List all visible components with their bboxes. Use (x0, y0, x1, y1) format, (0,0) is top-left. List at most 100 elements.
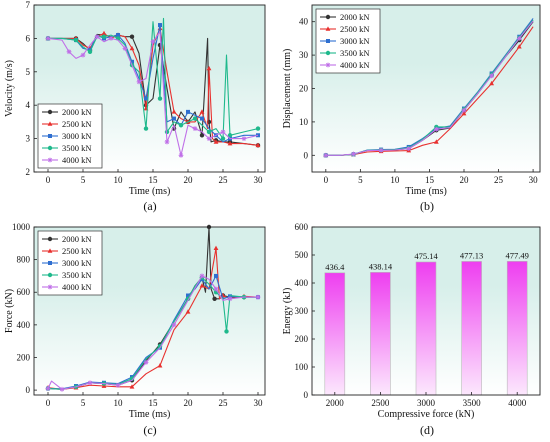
legend-entry-c-3: 3500 kN (62, 270, 92, 280)
legend-marker-c-3 (47, 272, 53, 278)
data-point-b-4-0 (323, 152, 329, 158)
data-point-b-1-12 (489, 80, 495, 86)
panel-b: 0 5 10 15 20 25 30 0 10 20 30 40 Time (ms) Displaceme… (282, 4, 541, 213)
data-point-c-4-2 (59, 386, 65, 392)
data-point-a-3-20 (192, 116, 198, 121)
bar-value-label-0: 436.4 (325, 262, 345, 272)
data-point-c-1-14 (213, 245, 219, 251)
y-tick-label-a-3: 5 (26, 67, 31, 77)
y-tick-label-d-0: 0 (304, 390, 309, 400)
bar-value-label-1: 438.14 (369, 261, 393, 271)
bar-4 (506, 261, 528, 396)
data-point-c-1-10 (185, 309, 191, 314)
plot-frame-c (33, 226, 266, 396)
x-tick-label-a-3: 15 (149, 175, 159, 185)
panel-label-d: (d) (420, 423, 434, 437)
x-tick-label-c-0: 0 (46, 398, 51, 408)
data-point-a-4-2 (66, 49, 72, 55)
x-tick-label-b-3: 15 (425, 175, 435, 185)
data-point-a-3-2 (73, 37, 79, 43)
legend-marker-a-4 (47, 157, 53, 163)
legend-marker-a-3 (47, 145, 53, 151)
x-tick-label-d-1: 2500 (371, 398, 390, 408)
data-point-b-4-8 (433, 126, 439, 132)
legend-entry-c-4: 4000 kN (62, 282, 92, 292)
y-tick-label-a-1: 3 (26, 134, 31, 144)
y-tick-label-a-2: 4 (26, 100, 31, 110)
data-point-c-2-10 (186, 293, 190, 298)
x-tick-label-c-4: 20 (184, 398, 194, 408)
x-tick-label-b-6: 30 (529, 175, 539, 185)
x-tick-label-c-1: 5 (81, 398, 86, 408)
series-line-c-4 (47, 275, 258, 390)
legend-entry-c-0: 2000 kN (62, 234, 92, 244)
data-point-a-4-6 (94, 34, 100, 40)
panel-c: 0 5 10 15 20 25 30 0 200 400 600 800 1000 Time (ms) Fo… (4, 222, 266, 437)
x-tick-label-b-4: 20 (460, 175, 470, 185)
data-point-a-2-12 (144, 96, 148, 101)
data-point-c-3-16 (224, 329, 229, 334)
data-point-a-0-20 (199, 133, 205, 138)
data-point-b-4-12 (489, 73, 495, 79)
y-tick-label-a-4: 6 (26, 33, 31, 43)
data-point-a-1-16 (171, 109, 177, 114)
legend-entry-a-2: 3000 kN (62, 131, 92, 141)
data-point-b-4-6 (406, 146, 412, 152)
plot-frame-d (311, 226, 541, 396)
legend-marker-c-4 (47, 284, 53, 290)
x-tick-label-d-4: 4000 (508, 398, 527, 408)
y-axis-label-b: Displacement (mm) (282, 49, 293, 129)
x-tick-label-d-3: 3500 (463, 398, 482, 408)
data-point-a-2-26 (256, 133, 260, 138)
data-point-a-4-24 (220, 129, 226, 135)
series-line-b-1 (325, 26, 534, 156)
x-tick-label-b-0: 0 (324, 175, 329, 185)
x-tick-label-a-6: 30 (254, 175, 264, 185)
data-point-a-2-8 (116, 33, 120, 38)
legend-marker-c-1 (47, 248, 53, 253)
data-point-a-3-26 (227, 133, 233, 138)
legend-entry-a-4: 4000 kN (62, 155, 92, 165)
data-point-a-4-22 (206, 136, 212, 141)
panel-a: 0 5 10 15 20 25 30 2 3 4 5 6 7 Time (ms) Velocity (m/s… (4, 0, 266, 213)
data-point-a-3-22 (206, 129, 212, 135)
x-tick-label-b-1: 5 (358, 175, 363, 185)
x-tick-label-b-5: 25 (494, 175, 504, 185)
legend-entry-b-1: 2500 kN (340, 24, 370, 34)
data-point-b-1-14 (516, 44, 522, 49)
y-tick-label-c-1: 200 (17, 352, 31, 362)
legend-a: 2000 kN 2500 kN 3000 kN 3500 kN 4000 kN (37, 103, 103, 169)
x-tick-label-a-4: 20 (184, 175, 194, 185)
legend-c: 2000 kN 2500 kN 3000 kN 3500 kN 4000 kN (37, 230, 103, 296)
data-point-a-1-10 (129, 45, 135, 51)
data-point-c-3-6 (129, 376, 135, 381)
data-point-a-3-18 (178, 123, 184, 128)
legend-entry-c-1: 2500 kN (62, 246, 92, 256)
panel-d: 436.42000438.142500475.143000477.1335004… (282, 222, 541, 437)
y-tick-label-d-3: 300 (295, 306, 309, 316)
y-tick-label-b-0: 0 (304, 150, 309, 160)
y-tick-label-d-5: 500 (295, 250, 309, 260)
data-point-a-3-12 (143, 126, 149, 131)
x-tick-label-c-6: 30 (254, 398, 264, 408)
series-line-a-2 (48, 24, 258, 143)
data-point-a-4-20 (192, 126, 198, 131)
plot-frame-a (33, 4, 266, 173)
series-line-a-4 (47, 31, 259, 156)
bar-3 (461, 261, 482, 396)
series-line-b-4 (325, 20, 534, 156)
legend-entry-c-2: 3000 kN (62, 258, 92, 268)
y-tick-label-c-3: 600 (17, 287, 31, 297)
data-point-c-1-6 (129, 384, 135, 389)
legend-marker-c-2 (48, 261, 52, 265)
x-tick-label-b-2: 10 (390, 175, 400, 185)
x-tick-label-c-2: 10 (114, 398, 124, 408)
data-point-c-4-4 (87, 380, 93, 386)
y-tick-label-c-5: 1000 (12, 222, 31, 232)
data-point-c-4-18 (255, 294, 261, 300)
legend-marker-b-0 (325, 14, 331, 20)
panel-label-c: (c) (143, 423, 156, 437)
data-point-a-4-14 (150, 39, 156, 45)
data-point-c-1-12 (199, 283, 205, 288)
bar-value-label-2: 475.14 (414, 251, 438, 261)
